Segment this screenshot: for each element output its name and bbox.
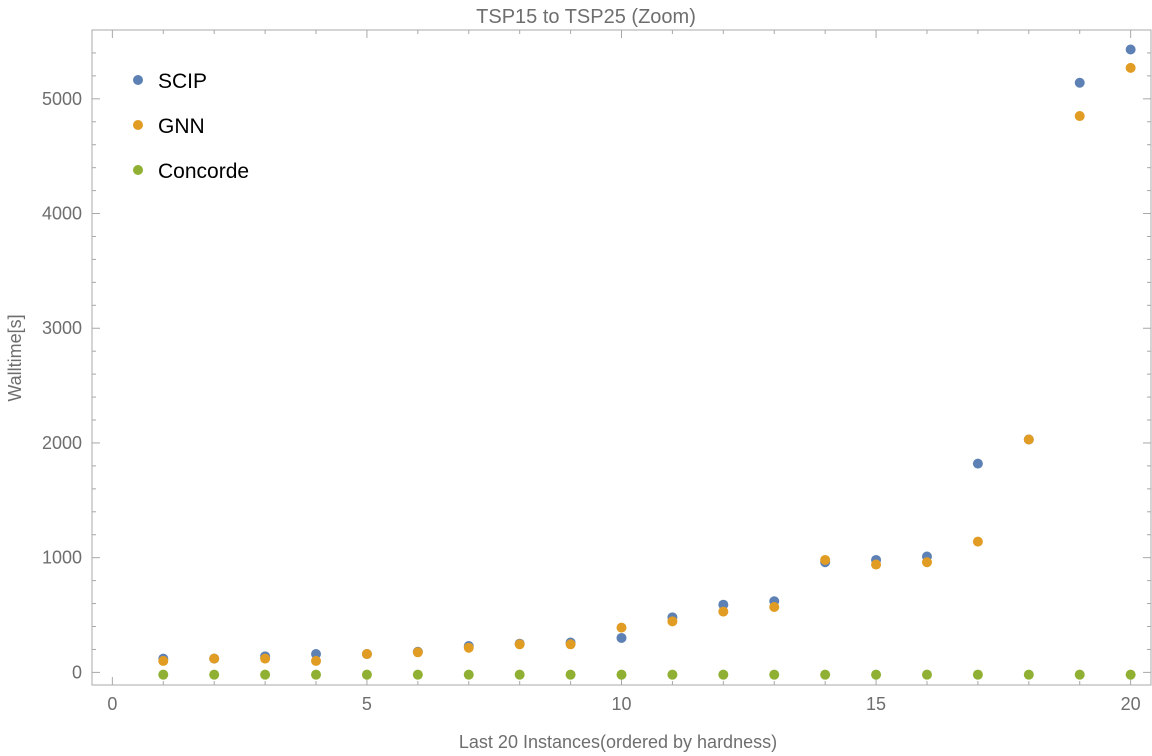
gnn-point — [616, 622, 627, 633]
concorde-point — [718, 669, 729, 680]
concorde-point — [361, 669, 372, 680]
concorde-point — [1023, 669, 1034, 680]
gnn-point — [311, 655, 322, 666]
scip-point — [1074, 77, 1085, 88]
legend: SCIP GNN Concorde — [133, 70, 249, 183]
legend-label-concorde: Concorde — [158, 160, 249, 183]
y-tick-label: 0 — [72, 662, 82, 682]
concorde-point — [972, 669, 983, 680]
gnn-point — [514, 639, 525, 650]
concorde-point — [921, 669, 932, 680]
x-tick-label: 5 — [362, 694, 372, 714]
gnn-point — [921, 557, 932, 568]
concorde-point — [1074, 669, 1085, 680]
gnn-point — [209, 653, 220, 664]
scip-point — [718, 599, 729, 610]
concorde-point — [311, 669, 322, 680]
gnn-point — [820, 554, 831, 565]
x-tick-label: 0 — [107, 694, 117, 714]
concorde-point — [412, 669, 423, 680]
y-tick-label: 5000 — [42, 89, 82, 109]
scip-point — [972, 458, 983, 469]
x-tick-label: 10 — [611, 694, 631, 714]
legend-label-gnn: GNN — [158, 115, 205, 138]
y-tick-label: 2000 — [42, 433, 82, 453]
gnn-point — [1023, 434, 1034, 445]
chart-title: TSP15 to TSP25 (Zoom) — [476, 6, 696, 28]
concorde-point — [667, 669, 678, 680]
scip-point — [616, 632, 627, 643]
scip-point — [311, 649, 322, 660]
legend-marker-gnn — [133, 120, 143, 130]
concorde-point — [463, 669, 474, 680]
concorde-point — [871, 669, 882, 680]
concorde-point — [1125, 669, 1136, 680]
concorde-point — [209, 669, 220, 680]
concorde-point — [514, 669, 525, 680]
concorde-point — [820, 669, 831, 680]
axis-ticks: 0 5 10 15 20 0 1000 2000 3000 4000 5000 — [42, 30, 1151, 714]
gnn-point — [565, 639, 576, 650]
legend-label-scip: SCIP — [158, 70, 207, 93]
x-tick-label: 20 — [1121, 694, 1141, 714]
y-tick-label: 1000 — [42, 548, 82, 568]
gnn-point — [972, 536, 983, 547]
concorde-point — [260, 669, 271, 680]
gnn-point — [158, 655, 169, 666]
concorde-point — [565, 669, 576, 680]
y-axis-title: Walltime[s] — [5, 314, 25, 401]
concorde-point — [616, 669, 627, 680]
gnn-point — [260, 653, 271, 664]
legend-marker-scip — [133, 75, 143, 85]
gnn-point — [463, 642, 474, 653]
plot-frame — [91, 29, 1152, 686]
x-tick-label: 15 — [866, 694, 886, 714]
gnn-point — [871, 559, 882, 570]
data-points — [158, 44, 1136, 680]
concorde-point — [158, 669, 169, 680]
gnn-point — [361, 649, 372, 660]
gnn-point — [769, 601, 780, 612]
legend-marker-concorde — [133, 165, 143, 175]
gnn-point — [1125, 62, 1136, 73]
scip-point — [1125, 44, 1136, 55]
x-axis-title: Last 20 Instances(ordered by hardness) — [459, 732, 777, 752]
gnn-point — [412, 647, 423, 658]
y-tick-label: 4000 — [42, 204, 82, 224]
concorde-point — [769, 669, 780, 680]
y-tick-label: 3000 — [42, 318, 82, 338]
gnn-point — [667, 616, 678, 627]
gnn-point — [718, 606, 729, 617]
gnn-point — [1074, 111, 1085, 122]
